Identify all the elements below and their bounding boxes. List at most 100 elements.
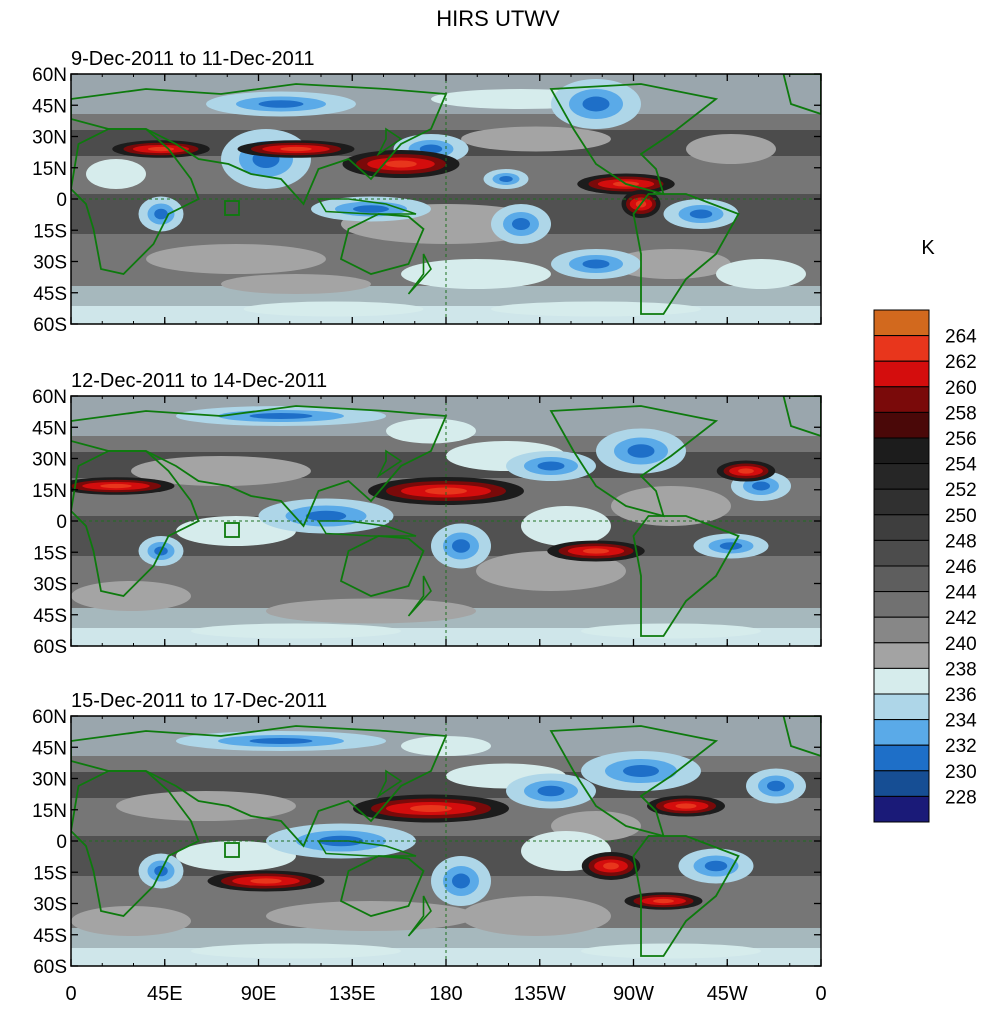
moist-blue-core [627,444,655,458]
moist-blue-core [419,144,443,154]
latitude-label: 60N [32,707,67,728]
latitude-label: 45N [32,96,67,117]
greenland-coastline [782,716,821,757]
greenland-coastline [782,74,821,115]
dry-red-core [675,803,697,809]
new-zealand-coastline [407,575,432,617]
colorbar-swatch [873,693,930,721]
north-america-coastline [549,405,719,518]
south-america-coastline [632,515,740,637]
map-panel-2: 12-Dec-2011 to 14-Dec-2011 60N 45N 30N 15N 0… [32,370,822,658]
colorbar-swatch [873,539,930,567]
longitude-label: 45E [147,983,183,1005]
latitude-label: 60N [32,387,67,408]
colorbar-level-label: 260 [945,378,977,399]
moist-gray-region [266,598,476,624]
africa-coastline [71,770,200,917]
moist-light-region [581,623,761,639]
colorbar-level-label: 252 [945,480,977,501]
colorbar: 264 262 260 258 256 254 252 250 248 246 244 242 240 2… [873,309,977,823]
moist-light-region [243,301,424,317]
moist-light-region [521,506,611,546]
colorbar-level-label: 256 [945,429,977,450]
north-america-coastline [549,725,719,838]
colorbar-level-label: 254 [945,455,977,476]
colorbar-level-label: 246 [945,557,977,578]
moist-light-region [386,418,476,444]
colorbar-level-label: 230 [945,762,977,783]
colorbar-swatch [873,360,930,388]
moist-blue-core [512,218,530,230]
latitude-label: 0 [56,190,67,211]
moist-blue-core [499,176,513,182]
region-box [224,522,240,538]
moist-light-region [716,259,806,289]
colorbar-swatch [873,667,930,695]
longitude-label: 135W [514,983,566,1005]
colorbar-swatch [873,770,930,797]
contour-field [71,716,821,966]
longitude-label: 45W [707,983,748,1005]
colorbar-swatch [873,744,930,772]
colorbar-swatch [873,309,930,337]
moist-blue-core [689,209,713,219]
moist-light-region [191,623,401,639]
dry-red-core [410,805,452,812]
dry-red-core [738,468,754,474]
latitude-label: 0 [56,512,67,533]
colorbar-swatch [873,488,930,516]
figure-title: HIRS UTWV [436,6,560,31]
longitude-label: 0 [815,983,826,1005]
colorbar-swatch [873,795,930,823]
africa-coastline [71,450,200,597]
moist-blue-core [623,765,659,777]
moist-blue-core [154,208,168,220]
longitude-label: 135E [329,983,376,1005]
latitude-label: 15S [33,543,67,564]
latitude-label: 45S [33,606,67,627]
latitude-label: 45S [33,284,67,305]
moist-light-region [581,943,761,959]
longitude-label: 0 [65,983,76,1005]
colorbar-level-label: 228 [945,787,977,808]
moist-gray-region [611,486,731,526]
moist-blue-core [582,259,610,269]
latitude-axis: 60N 45N 30N 15N 0 15S 30S 45S 60S [32,387,822,658]
latitude-axis: 60N 45N 30N 15N 0 15S 30S 45S 60S [32,65,822,336]
dry-red-core [250,878,282,884]
colorbar-swatch [873,463,930,490]
colorbar-swatch [873,565,930,593]
latitude-label: 60N [32,65,67,86]
latitude-label: 30N [32,770,67,791]
moist-blue-core [704,860,728,872]
moist-light-region [401,259,551,289]
latitude-label: 45N [32,738,67,759]
moist-blue-core [249,738,313,744]
latitude-axis: 60N 45N 30N 15N 0 15S 30S 45S 60S [32,707,822,978]
colorbar-units: K [921,237,935,259]
moist-gray-region [461,126,611,152]
contour-field [71,74,821,324]
new-zealand-coastline [407,895,432,937]
latitude-label: 60S [33,315,67,336]
colorbar-level-label: 244 [945,583,977,604]
moist-blue-core [249,413,313,419]
colorbar-level-label: 234 [945,711,977,732]
latitude-label: 45S [33,926,67,947]
colorbar-swatch [873,411,930,439]
colorbar-swatch [873,437,930,465]
moist-blue-core [537,785,565,797]
panel-date-range: 9-Dec-2011 to 11-Dec-2011 [71,48,314,70]
dry-red-core [582,548,610,554]
eurasia-coastline [71,405,448,528]
region-box [224,200,240,216]
moist-blue-core [452,873,470,889]
moist-blue-core [582,96,610,112]
colorbar-swatch [873,591,930,618]
moist-gray-region [71,906,191,936]
colorbar-level-label: 232 [945,736,977,757]
latitude-label: 30N [32,128,67,149]
greenland-coastline [782,396,821,437]
latitude-label: 15S [33,221,67,242]
